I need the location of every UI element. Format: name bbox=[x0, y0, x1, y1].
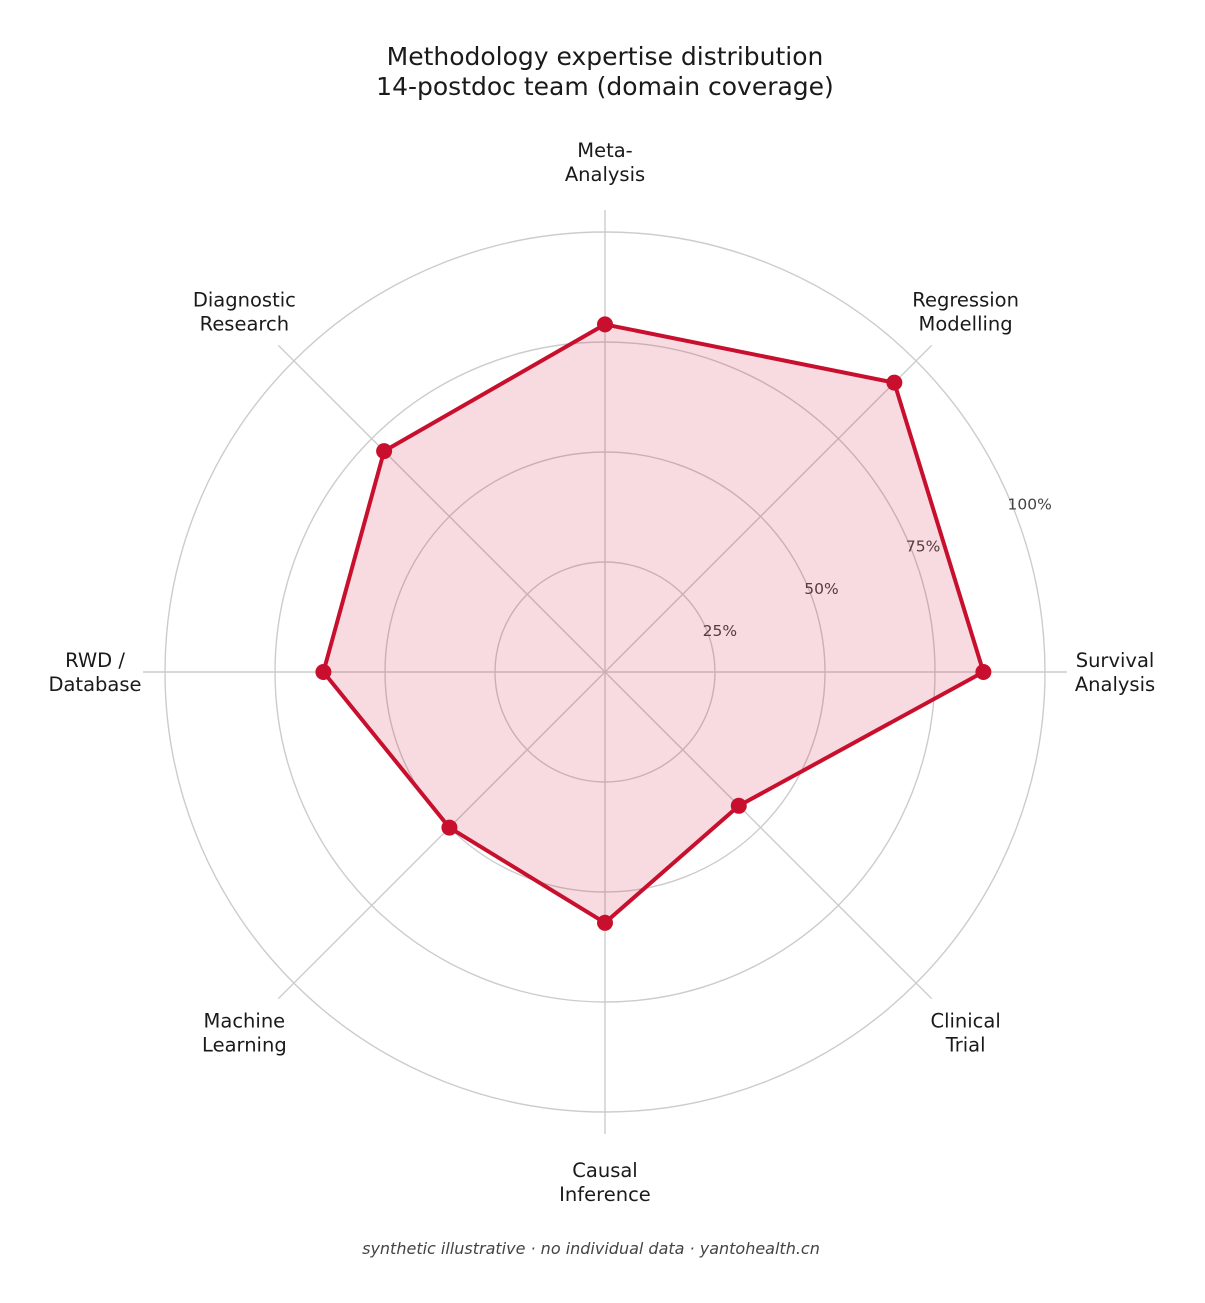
axis-label-diagnostic-research: Diagnostic Research bbox=[193, 288, 296, 335]
data-point-regression-modelling bbox=[886, 374, 903, 391]
spoke-regression-modelling bbox=[604, 344, 933, 673]
data-point-clinical-trial bbox=[730, 797, 747, 814]
data-point-machine-learning bbox=[441, 819, 458, 836]
series-area bbox=[323, 324, 984, 923]
spoke-machine-learning bbox=[277, 671, 606, 1000]
data-point-survival-analysis bbox=[975, 664, 992, 680]
data-point-causal-inference bbox=[597, 914, 613, 931]
tick-label-25: 25% bbox=[703, 622, 737, 640]
spoke-clinical-trial bbox=[604, 671, 933, 1000]
data-point-rwd-database bbox=[315, 664, 332, 680]
chart-title-line-1: Methodology expertise distribution bbox=[387, 42, 824, 71]
tick-label-75: 75% bbox=[906, 538, 940, 556]
grid bbox=[143, 210, 1067, 1134]
axis-label-meta-analysis: Meta-Analysis bbox=[565, 139, 645, 186]
spoke-diagnostic-research bbox=[277, 344, 606, 673]
tick-label-100: 100% bbox=[1008, 496, 1052, 514]
axis-label-rwd-database: RWD / Database bbox=[48, 649, 141, 696]
axis-label-causal-inference: Causal Inference bbox=[559, 1159, 651, 1206]
axis-labels: Survival Analysis Regression Modelling Meta-… bbox=[48, 139, 1155, 1206]
data-point-meta-analysis bbox=[597, 316, 613, 333]
axis-label-regression-modelling: Regression Modelling bbox=[912, 288, 1019, 335]
radial-tick-labels: 25% 50% 75% 100% bbox=[703, 496, 1052, 640]
axis-label-machine-learning: Machine Learning bbox=[202, 1010, 287, 1057]
data-series bbox=[315, 316, 992, 931]
footer-note: synthetic illustrative · no individual d… bbox=[362, 1239, 820, 1258]
chart-title-line-2: 14-postdoc team (domain coverage) bbox=[376, 72, 834, 101]
axis-label-clinical-trial: Clinical Trial bbox=[930, 1010, 1000, 1057]
data-point-diagnostic-research bbox=[376, 443, 393, 460]
tick-label-50: 50% bbox=[804, 580, 838, 598]
axis-label-survival-analysis: Survival Analysis bbox=[1075, 649, 1155, 696]
